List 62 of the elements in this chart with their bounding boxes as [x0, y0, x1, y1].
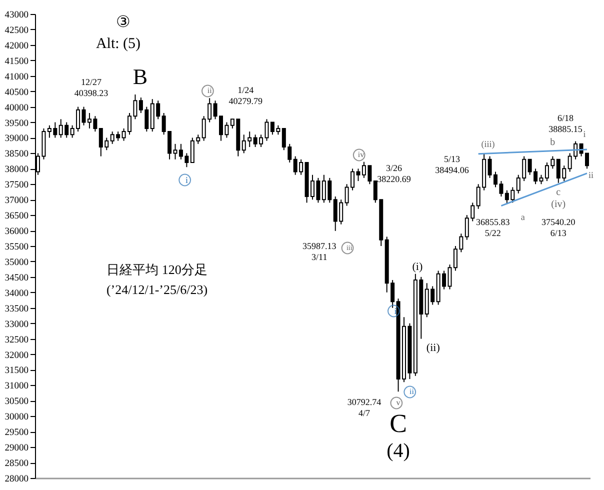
y-tick-label: 42500 — [4, 26, 29, 36]
annotation: (ii) — [426, 342, 440, 354]
annotation: ii — [588, 170, 594, 180]
annotation: 3/26 38220.69 — [377, 163, 412, 184]
y-tick-label: 33000 — [4, 320, 29, 330]
y-tick-label: 29500 — [4, 428, 29, 438]
annotation: i — [583, 129, 586, 139]
y-tick-label: 29000 — [4, 444, 29, 454]
y-tick-label: 39500 — [4, 118, 29, 129]
y-tick-label: 34500 — [4, 273, 29, 284]
annotation: (iv) — [551, 199, 566, 210]
y-tick-label: 28500 — [4, 459, 29, 470]
annotation: ③ — [116, 14, 130, 31]
annotation: b — [550, 137, 556, 148]
y-tick-label: 43000 — [4, 10, 29, 20]
y-tick-label: 36000 — [4, 227, 29, 238]
y-tick-label: 36500 — [4, 212, 29, 222]
annotation: (iii) — [481, 139, 495, 149]
y-tick-label: 28000 — [4, 474, 29, 484]
annotation: (’24/12/1-’25/6/23) — [106, 282, 208, 297]
y-tick-label: 31500 — [4, 366, 29, 376]
y-tick-label: 37500 — [4, 180, 29, 191]
annotation: c — [556, 187, 562, 198]
y-tick-label: 31000 — [4, 382, 29, 392]
annotation: iv — [358, 150, 364, 159]
annotation: 30792.74 4/7 — [347, 397, 382, 418]
annotation: i — [185, 175, 188, 185]
y-tick-label: 35000 — [4, 258, 29, 268]
annotation: 12/27 40398.23 — [74, 77, 109, 98]
y-tick-label: 38000 — [4, 165, 29, 176]
y-tick-label: 32500 — [4, 335, 29, 346]
annotation: ii — [207, 86, 213, 95]
annotation: 日経平均 120分足 — [106, 262, 208, 277]
annotation: B — [132, 64, 148, 89]
annotation: (i) — [412, 261, 423, 273]
y-tick-label: 30000 — [4, 412, 29, 423]
y-tick-label: 42000 — [4, 41, 29, 52]
annotation: a — [520, 212, 525, 222]
y-tick-label: 37000 — [4, 196, 29, 206]
y-tick-label: 41500 — [4, 56, 29, 67]
annotation: 36855.83 5/22 — [476, 217, 510, 238]
annotation: 37540.20 6/13 — [542, 217, 576, 238]
annotation: 6/18 38885.15 — [548, 113, 583, 134]
y-tick-label: 40500 — [4, 88, 29, 98]
annotation: C — [390, 409, 407, 438]
annotation: Alt: (5) — [96, 36, 141, 52]
annotation: ii — [409, 387, 415, 396]
y-tick-label: 33500 — [4, 304, 29, 314]
y-tick-label: 30500 — [4, 397, 29, 408]
y-tick-label: 41000 — [4, 72, 29, 82]
y-tick-label: 35500 — [4, 242, 29, 252]
annotation: 35987.13 3/11 — [302, 241, 337, 262]
y-tick-label: 32000 — [4, 350, 29, 361]
annotation: i — [394, 306, 398, 316]
annotation: 5/13 38494.06 — [435, 154, 470, 175]
annotation: v — [396, 398, 400, 407]
annotation: (4) — [386, 440, 410, 462]
annotation: 1/24 40279.79 — [228, 85, 263, 106]
y-tick-label: 38500 — [4, 150, 29, 160]
y-tick-label: 34000 — [4, 288, 29, 299]
y-tick-label: 39000 — [4, 134, 29, 144]
y-tick-label: 40000 — [4, 103, 29, 114]
